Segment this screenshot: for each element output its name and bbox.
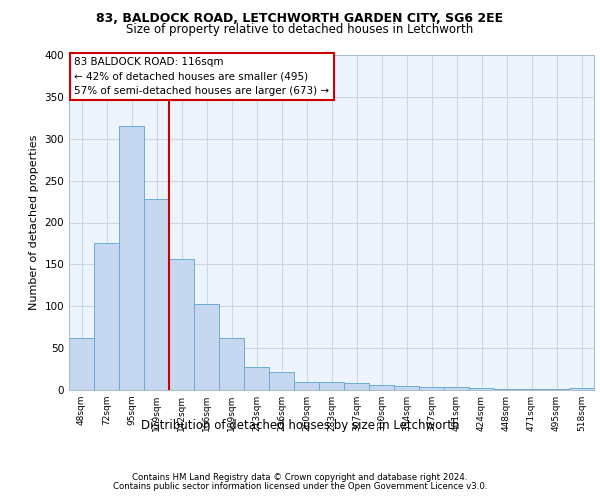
- Text: Contains HM Land Registry data © Crown copyright and database right 2024.: Contains HM Land Registry data © Crown c…: [132, 474, 468, 482]
- Bar: [394, 386, 419, 390]
- Bar: [194, 304, 219, 390]
- Text: 83 BALDOCK ROAD: 116sqm
← 42% of detached houses are smaller (495)
57% of semi-d: 83 BALDOCK ROAD: 116sqm ← 42% of detache…: [74, 56, 329, 96]
- Bar: [244, 366, 269, 390]
- Bar: [544, 389, 569, 390]
- Text: Distribution of detached houses by size in Letchworth: Distribution of detached houses by size …: [141, 420, 459, 432]
- Bar: [494, 389, 519, 390]
- Bar: [469, 388, 494, 390]
- Bar: [269, 372, 294, 390]
- Bar: [344, 384, 369, 390]
- Bar: [94, 244, 119, 390]
- Text: Contains public sector information licensed under the Open Government Licence v3: Contains public sector information licen…: [113, 482, 487, 491]
- Bar: [144, 199, 169, 390]
- Bar: [119, 126, 144, 390]
- Bar: [219, 338, 244, 390]
- Bar: [69, 338, 94, 390]
- Bar: [369, 385, 394, 390]
- Bar: [169, 258, 194, 390]
- Bar: [319, 382, 344, 390]
- Text: Size of property relative to detached houses in Letchworth: Size of property relative to detached ho…: [127, 22, 473, 36]
- Bar: [569, 388, 594, 390]
- Bar: [519, 389, 544, 390]
- Bar: [294, 382, 319, 390]
- Y-axis label: Number of detached properties: Number of detached properties: [29, 135, 39, 310]
- Text: 83, BALDOCK ROAD, LETCHWORTH GARDEN CITY, SG6 2EE: 83, BALDOCK ROAD, LETCHWORTH GARDEN CITY…: [97, 12, 503, 26]
- Bar: [419, 386, 444, 390]
- Bar: [444, 388, 469, 390]
